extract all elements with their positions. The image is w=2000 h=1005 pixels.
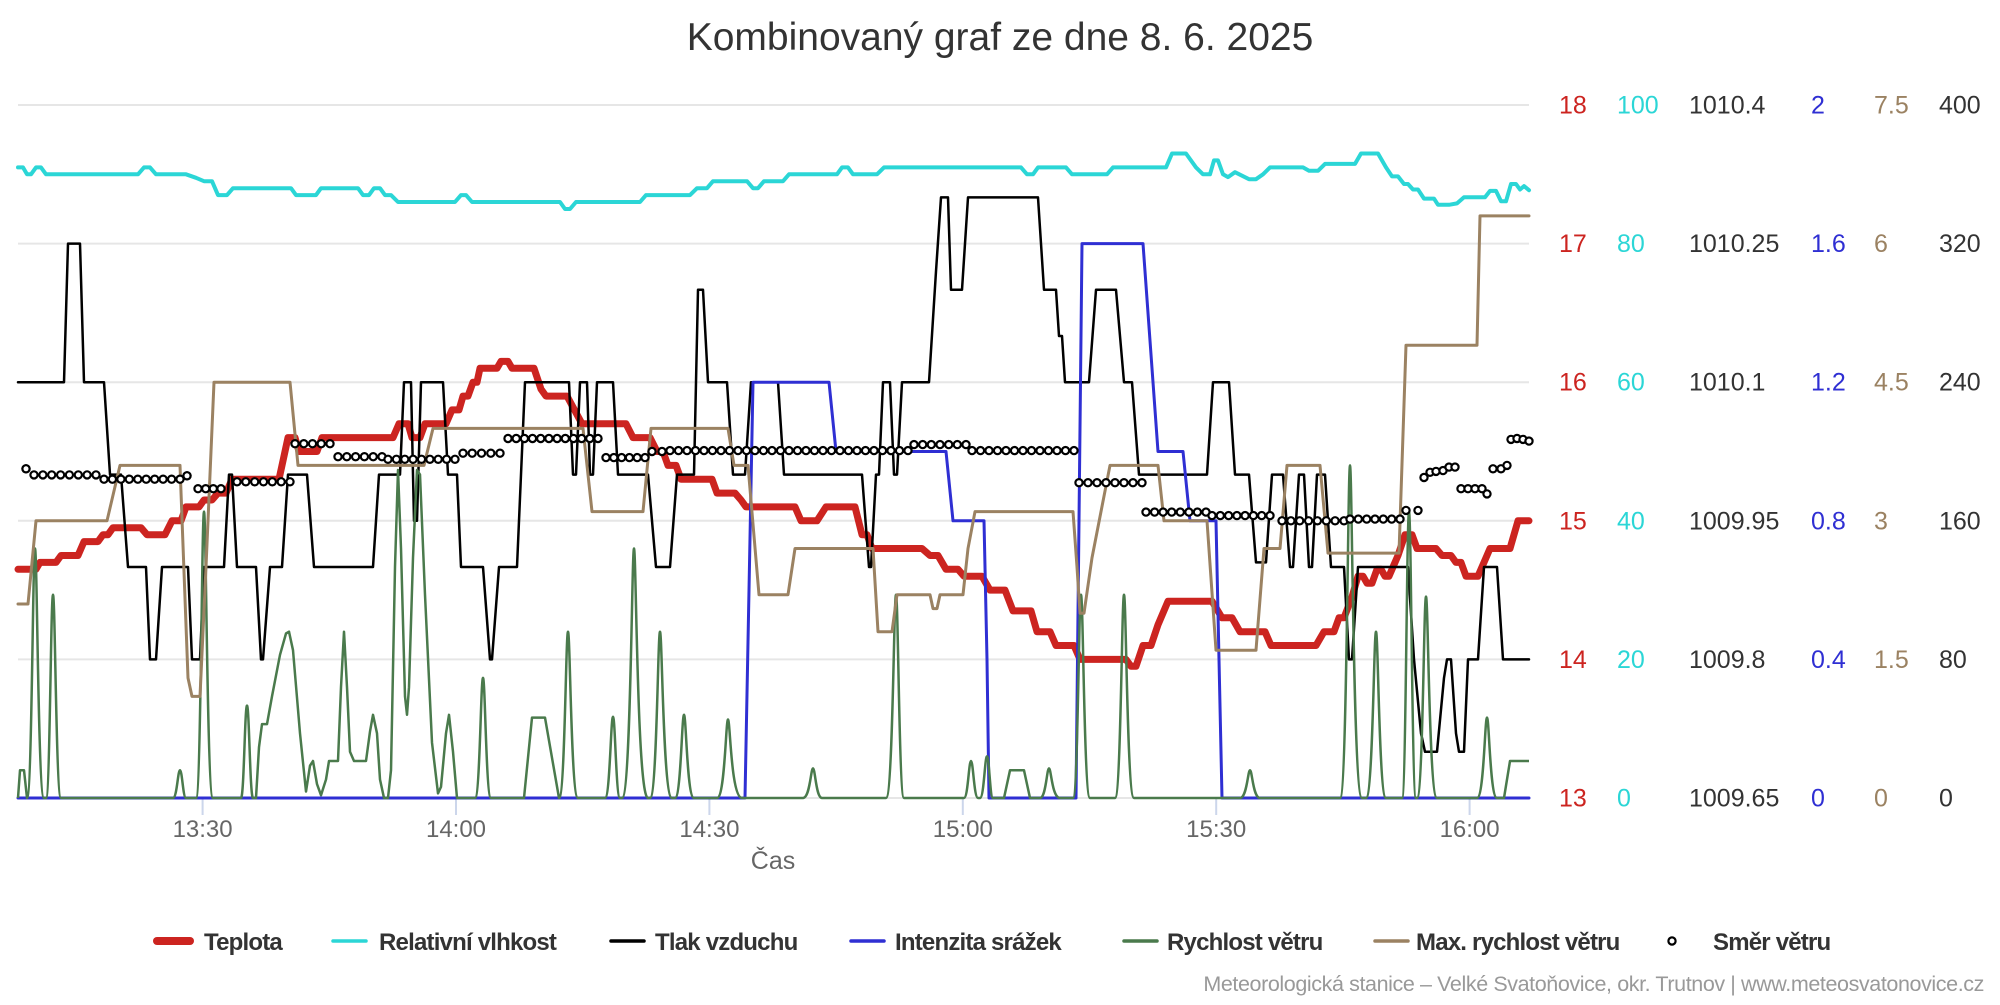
svg-text:400: 400 xyxy=(1939,92,1981,120)
svg-text:15:30: 15:30 xyxy=(1186,816,1246,843)
svg-text:Teplota: Teplota xyxy=(204,929,283,956)
svg-text:1010.1: 1010.1 xyxy=(1689,369,1765,397)
svg-text:1009.95: 1009.95 xyxy=(1689,507,1779,535)
svg-text:0: 0 xyxy=(1874,785,1888,813)
svg-text:14: 14 xyxy=(1559,646,1587,674)
svg-text:16: 16 xyxy=(1559,369,1587,397)
svg-text:13:30: 13:30 xyxy=(173,816,233,843)
svg-text:80: 80 xyxy=(1617,230,1645,258)
svg-text:6: 6 xyxy=(1874,230,1888,258)
svg-text:4.5: 4.5 xyxy=(1874,369,1909,397)
svg-text:Směr větru: Směr větru xyxy=(1713,929,1831,956)
svg-text:Tlak vzduchu: Tlak vzduchu xyxy=(655,929,798,956)
svg-text:15:00: 15:00 xyxy=(933,816,993,843)
svg-text:20: 20 xyxy=(1617,646,1645,674)
svg-text:1.5: 1.5 xyxy=(1874,646,1909,674)
svg-text:1.2: 1.2 xyxy=(1811,369,1846,397)
svg-text:Max. rychlost větru: Max. rychlost větru xyxy=(1416,929,1620,956)
svg-text:1009.8: 1009.8 xyxy=(1689,646,1765,674)
svg-text:160: 160 xyxy=(1939,507,1981,535)
svg-text:Kombinovaný graf ze dne 8. 6.: Kombinovaný graf ze dne 8. 6. 2025 xyxy=(687,16,1314,59)
svg-text:0: 0 xyxy=(1939,785,1953,813)
svg-text:13: 13 xyxy=(1559,785,1587,813)
svg-text:1.6: 1.6 xyxy=(1811,230,1846,258)
svg-text:0.8: 0.8 xyxy=(1811,507,1846,535)
svg-text:Meteorologická stanice – Velké: Meteorologická stanice – Velké Svatoňovi… xyxy=(1203,972,1984,996)
svg-text:1009.65: 1009.65 xyxy=(1689,785,1779,813)
svg-text:17: 17 xyxy=(1559,230,1587,258)
svg-text:15: 15 xyxy=(1559,507,1587,535)
svg-text:60: 60 xyxy=(1617,369,1645,397)
svg-text:320: 320 xyxy=(1939,230,1981,258)
svg-text:Relativní vlhkost: Relativní vlhkost xyxy=(379,929,557,956)
svg-text:80: 80 xyxy=(1939,646,1967,674)
svg-text:Intenzita srážek: Intenzita srážek xyxy=(895,929,1062,956)
svg-text:0.4: 0.4 xyxy=(1811,646,1846,674)
svg-text:3: 3 xyxy=(1874,507,1888,535)
svg-text:14:00: 14:00 xyxy=(426,816,486,843)
svg-text:18: 18 xyxy=(1559,92,1587,120)
svg-text:Čas: Čas xyxy=(751,846,795,875)
svg-text:7.5: 7.5 xyxy=(1874,92,1909,120)
svg-text:16:00: 16:00 xyxy=(1440,816,1500,843)
svg-text:0: 0 xyxy=(1811,785,1825,813)
svg-text:14:30: 14:30 xyxy=(679,816,739,843)
svg-text:1010.25: 1010.25 xyxy=(1689,230,1779,258)
svg-text:0: 0 xyxy=(1617,785,1631,813)
svg-text:2: 2 xyxy=(1811,92,1825,120)
svg-text:1010.4: 1010.4 xyxy=(1689,92,1766,120)
svg-text:100: 100 xyxy=(1617,92,1659,120)
svg-text:Rychlost větru: Rychlost větru xyxy=(1167,929,1323,956)
svg-text:40: 40 xyxy=(1617,507,1645,535)
svg-text:240: 240 xyxy=(1939,369,1981,397)
